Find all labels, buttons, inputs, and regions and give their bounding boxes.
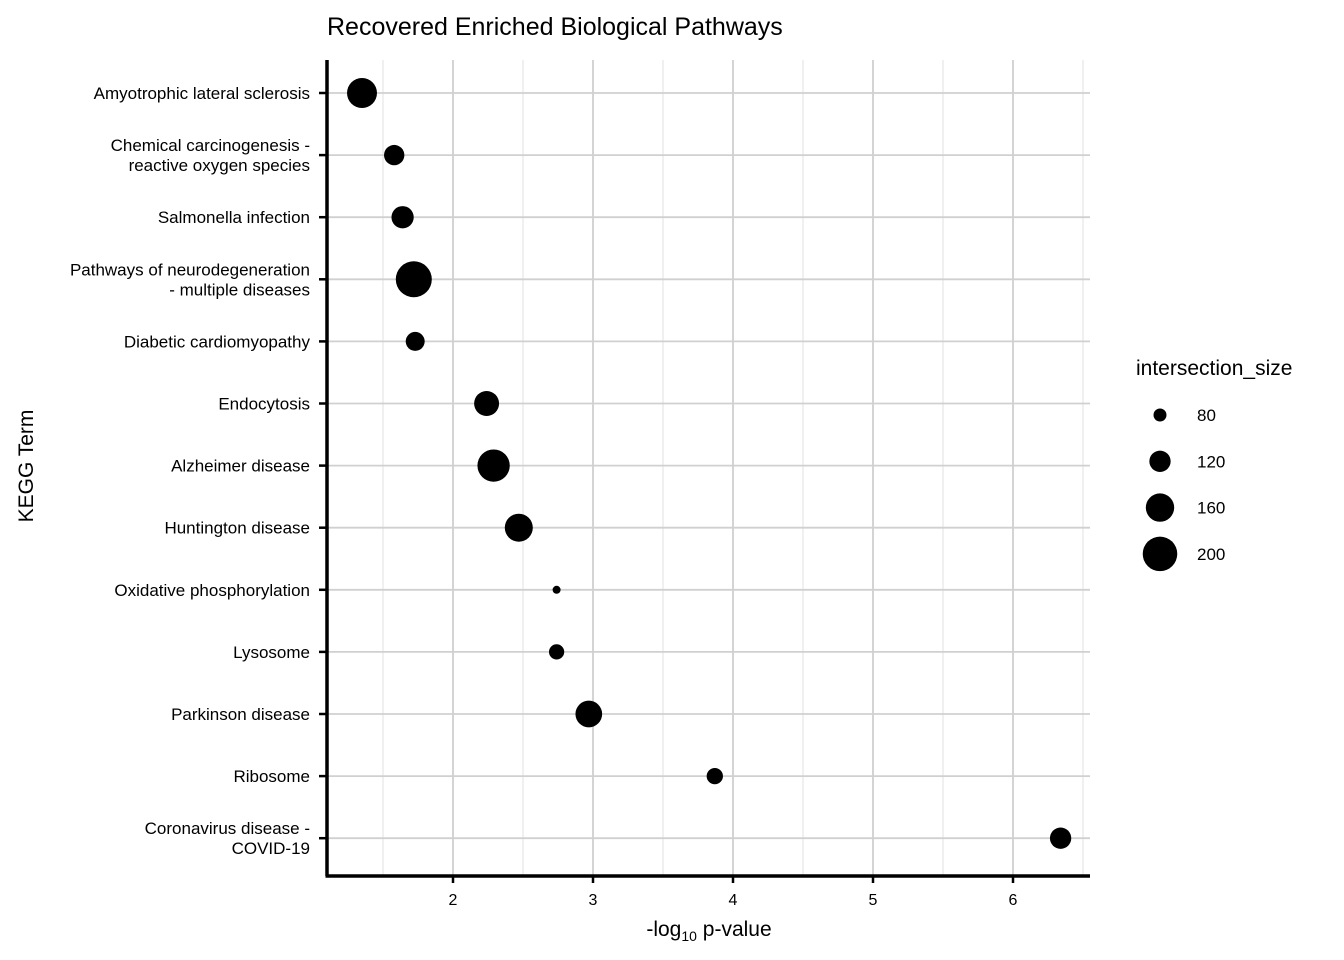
x-tick-label: 4 xyxy=(729,892,738,909)
y-tick-label: Salmonella infection xyxy=(158,208,310,227)
y-tick-label: Endocytosis xyxy=(218,395,310,414)
legend-key xyxy=(1145,493,1175,522)
data-point xyxy=(552,585,561,594)
y-tick-label: Huntington disease xyxy=(164,519,310,538)
x-tick-label: 6 xyxy=(1009,892,1018,909)
y-tick-label: Chemical carcinogenesis -reactive oxygen… xyxy=(111,136,310,175)
y-tick-label: Coronavirus disease -COVID-19 xyxy=(145,819,310,858)
points xyxy=(347,78,1072,849)
axes xyxy=(319,60,1090,883)
y-tick-label: Diabetic cardiomyopathy xyxy=(124,332,311,351)
y-tick-labels: Amyotrophic lateral sclerosis Chemical ca… xyxy=(70,84,311,858)
legend-key xyxy=(1149,450,1171,472)
legend-key xyxy=(1153,408,1167,422)
legend-key xyxy=(1142,536,1178,572)
data-point xyxy=(706,767,723,785)
legend-title: intersection_size xyxy=(1136,357,1292,380)
y-tick-label: Pathways of neurodegeneration - multiple … xyxy=(70,260,310,299)
legend-label: 160 xyxy=(1197,499,1225,518)
data-point xyxy=(548,644,565,660)
y-tick-label: Ribosome xyxy=(233,767,310,786)
data-point xyxy=(347,78,377,108)
data-point xyxy=(391,206,414,229)
y-tick-label: Oxidative phosphorylation xyxy=(114,581,310,600)
x-axis-title: -log10 p-value xyxy=(646,918,771,944)
x-tick-labels: 2 3 4 5 6 xyxy=(449,892,1018,909)
legend-label: 80 xyxy=(1197,406,1216,425)
grid xyxy=(327,60,1090,876)
data-point xyxy=(504,513,533,542)
y-tick-label: Parkinson disease xyxy=(171,705,310,724)
x-tick-label: 2 xyxy=(449,892,458,909)
y-tick-label: Amyotrophic lateral sclerosis xyxy=(94,84,310,103)
x-tick-label: 3 xyxy=(589,892,598,909)
data-point xyxy=(395,261,432,298)
data-point xyxy=(405,331,425,351)
data-point xyxy=(474,391,500,416)
chart-title: Recovered Enriched Biological Pathways xyxy=(327,13,783,41)
y-tick-label: Lysosome xyxy=(233,643,310,662)
x-tick-label: 5 xyxy=(869,892,878,909)
data-point xyxy=(575,700,603,728)
legend: intersection_size 80 120 160 200 xyxy=(1136,357,1292,572)
legend-label: 120 xyxy=(1197,452,1225,471)
data-point xyxy=(384,144,405,166)
data-point xyxy=(477,449,510,482)
y-tick-label: Alzheimer disease xyxy=(171,457,310,476)
data-point xyxy=(1049,827,1072,849)
y-axis-title: KEGG Term xyxy=(15,410,38,523)
legend-label: 200 xyxy=(1197,545,1225,564)
